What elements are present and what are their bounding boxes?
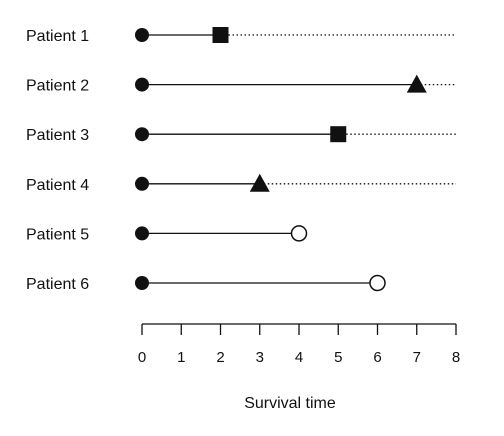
patient-label: Patient 2 [26, 78, 89, 95]
x-tick-label: 0 [138, 349, 146, 366]
x-tick-label: 8 [452, 349, 460, 366]
event-square-marker [330, 126, 347, 143]
patient-rows: Patient 1 Patient 2 Patient 3 Patient 4 Pati… [26, 27, 456, 293]
patient-row: Patient 1 [26, 27, 456, 45]
x-tick-label: 2 [216, 349, 224, 366]
patient-row: Patient 5 [26, 225, 308, 243]
event-triangle-marker [249, 173, 270, 192]
patient-row: Patient 3 [26, 126, 456, 144]
event-open-circle-marker [369, 274, 386, 292]
x-tick-label: 7 [413, 349, 421, 366]
x-tick-label: 3 [256, 349, 264, 366]
event-open-circle-marker [290, 225, 308, 242]
start-marker [135, 77, 149, 92]
start-marker [135, 276, 149, 290]
start-marker [135, 127, 149, 142]
x-tick-label: 1 [177, 349, 185, 366]
x-axis-ticks: 0 1 2 3 4 5 6 7 8 [138, 324, 460, 366]
patient-label: Patient 1 [26, 28, 89, 45]
start-marker [135, 226, 149, 241]
patient-row: Patient 2 [26, 74, 456, 95]
x-tick-label: 6 [373, 349, 381, 366]
event-triangle-marker [406, 74, 427, 93]
start-marker [135, 28, 149, 42]
patient-row: Patient 6 [26, 274, 386, 293]
patient-label: Patient 6 [26, 276, 89, 293]
x-axis: 0 1 2 3 4 5 6 7 8 [138, 323, 460, 366]
x-tick-label: 4 [295, 349, 303, 366]
event-square-marker [212, 27, 229, 43]
x-axis-title: Survival time [244, 395, 336, 412]
patient-label: Patient 4 [26, 177, 89, 194]
patient-label: Patient 5 [26, 226, 89, 243]
x-tick-label: 5 [334, 349, 342, 366]
patient-row: Patient 4 [26, 173, 456, 194]
start-marker [135, 176, 149, 191]
patient-label: Patient 3 [26, 127, 89, 144]
